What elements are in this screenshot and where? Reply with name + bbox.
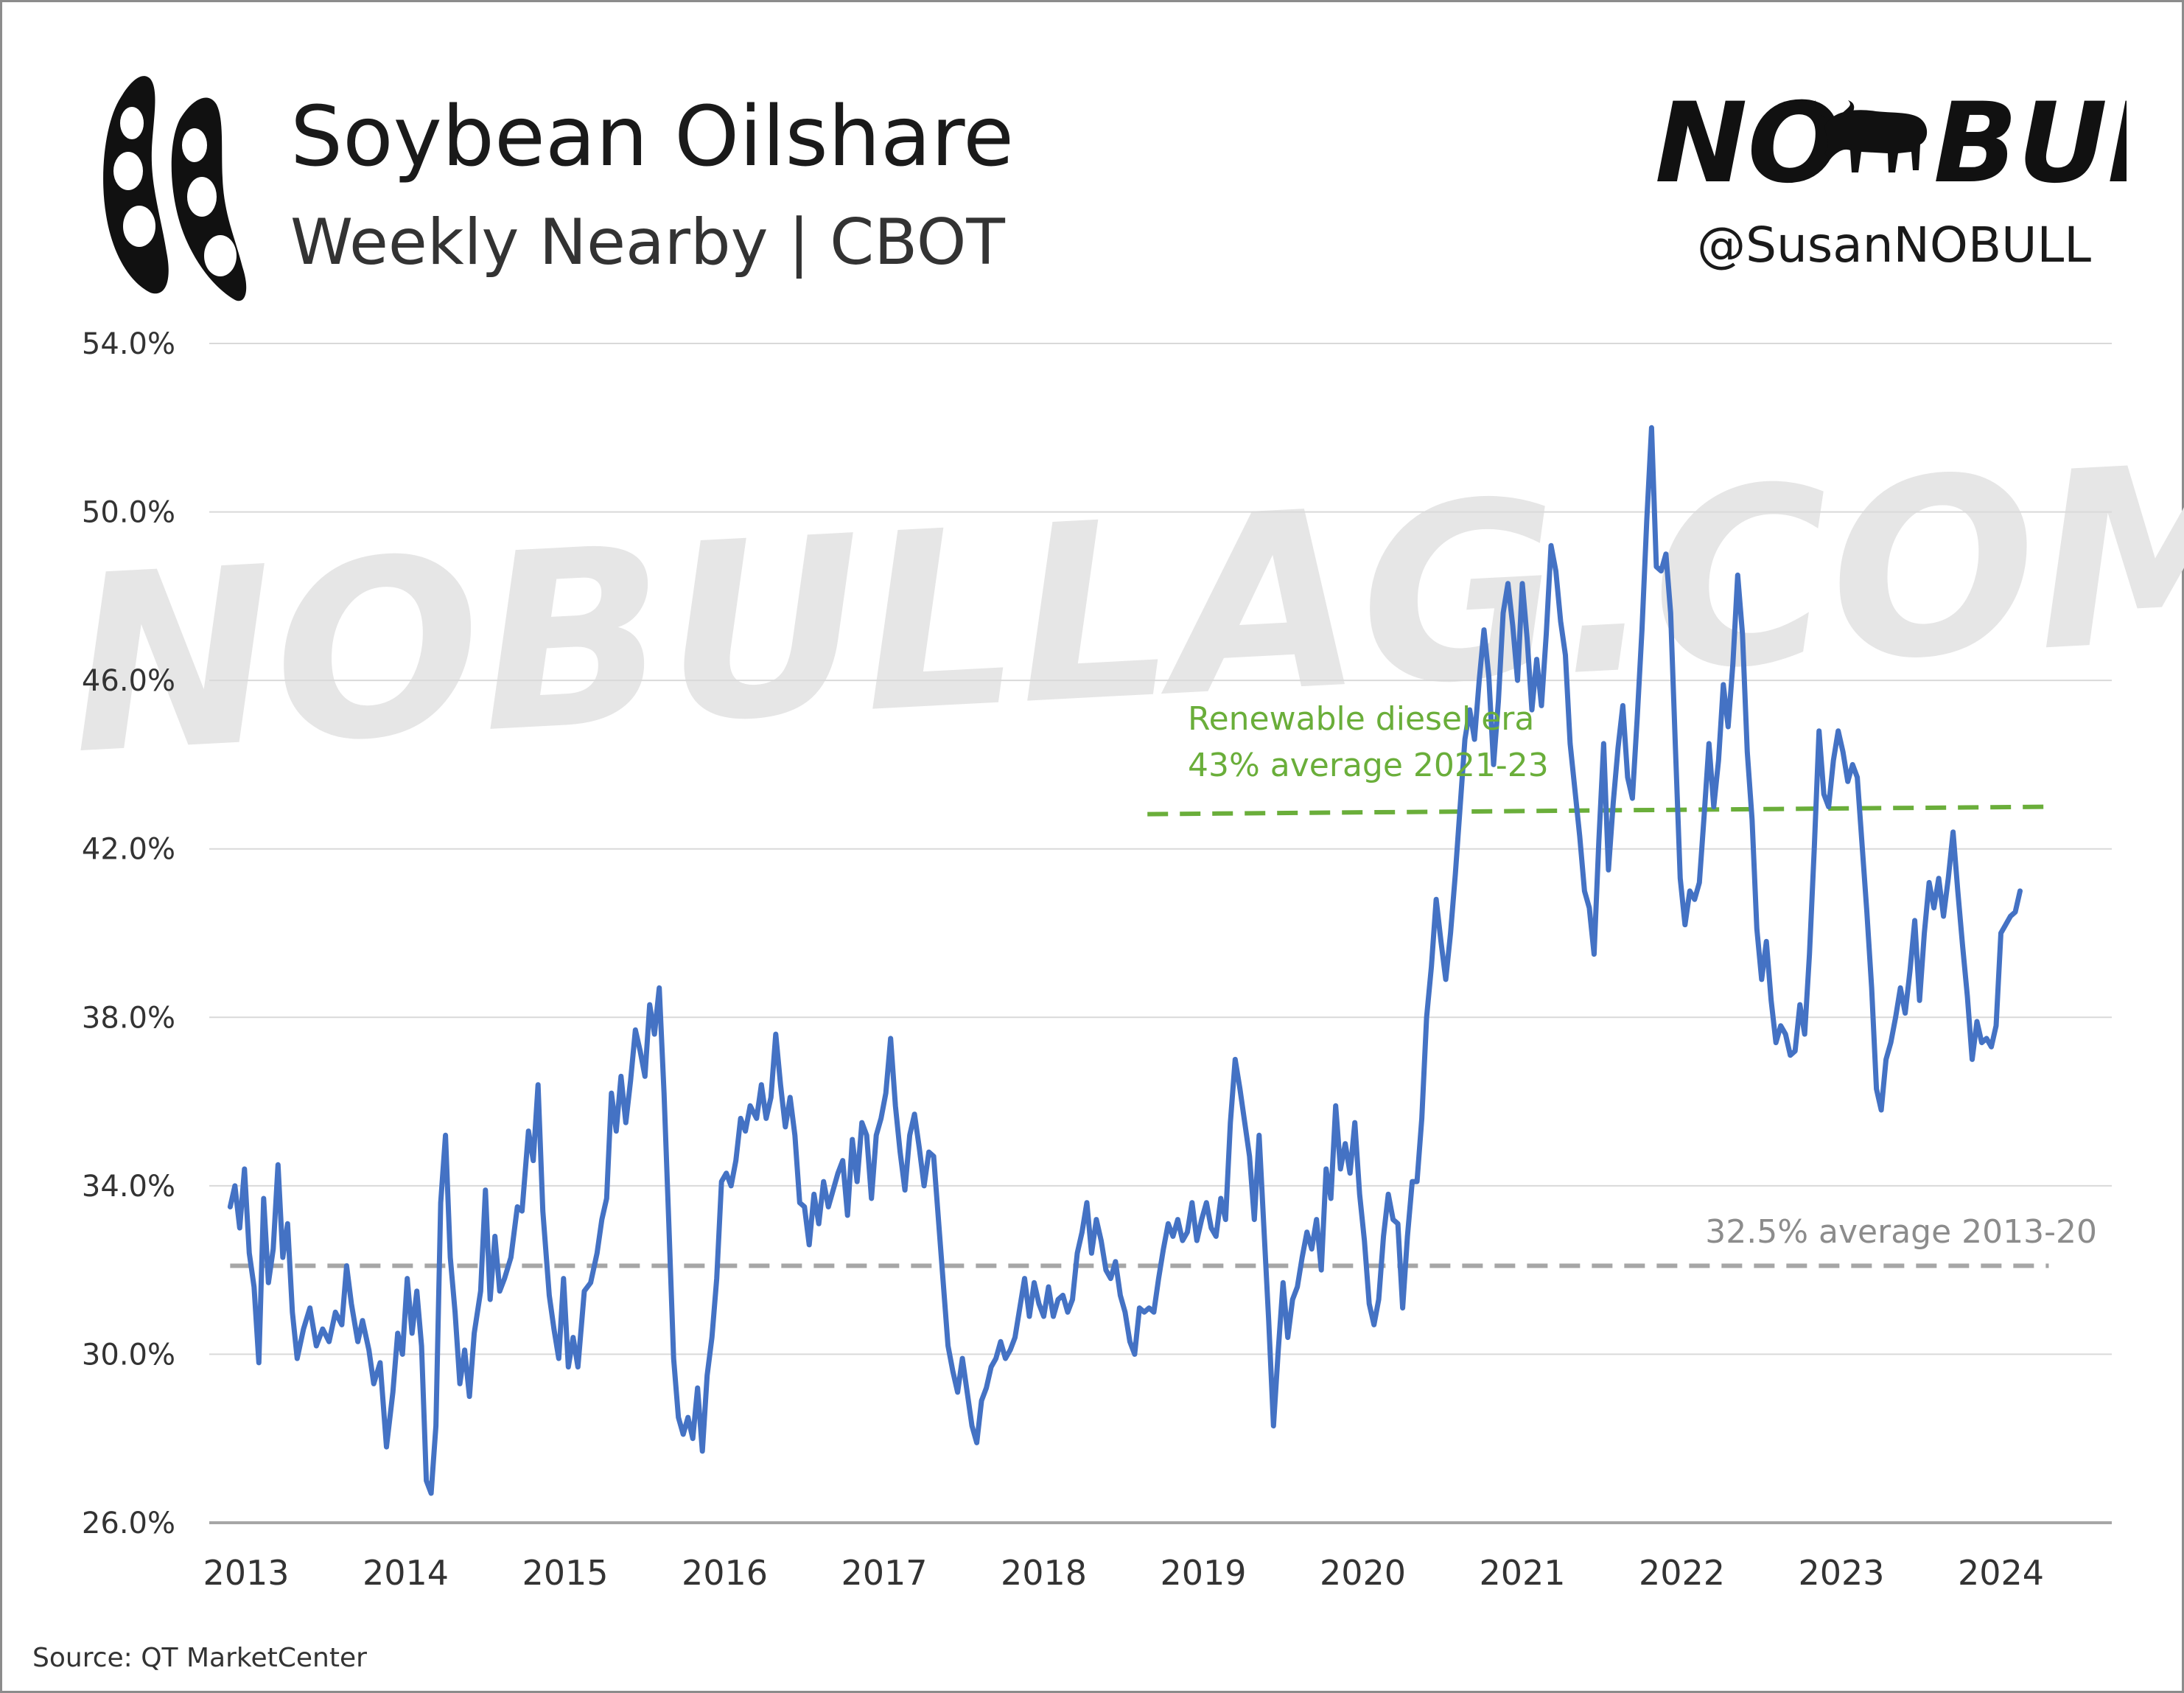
x-tick-label: 2013 <box>203 1553 289 1593</box>
bull-icon <box>1813 100 1928 172</box>
reference-label: 43% average 2021-23 <box>1188 747 1549 784</box>
x-tick-label: 2023 <box>1798 1553 1884 1593</box>
x-tick-label: 2021 <box>1479 1553 1565 1593</box>
y-tick-label: 34.0% <box>82 1170 175 1204</box>
x-tick-label: 2022 <box>1639 1553 1725 1593</box>
y-tick-label: 26.0% <box>82 1507 175 1540</box>
x-tick-label: 2014 <box>363 1553 449 1593</box>
x-tick-label: 2017 <box>841 1553 927 1593</box>
no-bull-logo: NO BULL <box>1655 80 2127 203</box>
svg-text:BULL: BULL <box>1933 80 2127 203</box>
y-tick-label: 42.0% <box>82 833 175 867</box>
watermark-text: NOBULLAG.COM <box>64 410 2184 808</box>
x-tick-label: 2016 <box>682 1553 768 1593</box>
series-line <box>227 425 2023 1496</box>
x-tick-label: 2018 <box>1001 1553 1087 1593</box>
y-tick-label: 54.0% <box>82 327 175 361</box>
watermark: NOBULLAG.COM <box>64 410 2184 808</box>
soybean-pods-icon <box>103 76 247 301</box>
reference-line <box>1147 804 2049 817</box>
svg-text:NO: NO <box>1655 80 1841 203</box>
y-tick-label: 46.0% <box>82 664 175 698</box>
y-tick-label: 38.0% <box>82 1001 175 1035</box>
x-tick-label: 2015 <box>522 1553 608 1593</box>
chart-title: Soybean Oilshare <box>290 89 1014 185</box>
twitter-handle: @SusanNOBULL <box>1697 217 2091 273</box>
y-tick-label: 50.0% <box>82 496 175 530</box>
chart-subtitle: Weekly Nearby | CBOT <box>290 206 1005 279</box>
x-tick-label: 2019 <box>1160 1553 1246 1593</box>
reference-label: Renewable diesel era <box>1188 700 1534 738</box>
x-tick-label: 2020 <box>1320 1553 1406 1593</box>
reference-label: 32.5% average 2013-20 <box>1705 1213 2097 1251</box>
y-tick-label: 30.0% <box>82 1338 175 1372</box>
x-tick-label: 2024 <box>1958 1553 2044 1593</box>
source-note: Source: QT MarketCenter <box>32 1643 367 1673</box>
